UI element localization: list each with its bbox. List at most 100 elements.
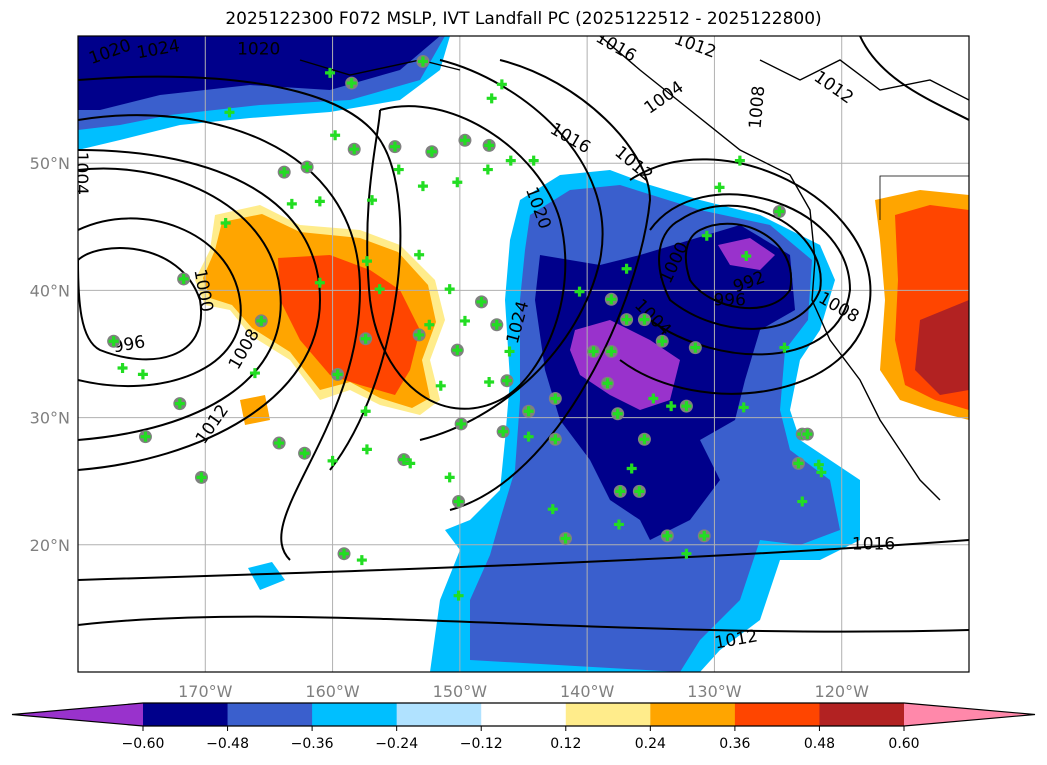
colorbar-segment [650,703,736,726]
colorbar-segment [565,703,651,726]
landfall-plus-marker [504,346,515,357]
landfall-plus-marker [802,429,813,440]
landfall-plus-marker [302,162,313,173]
colorbar-label: 0.60 [888,736,919,752]
landfall-plus-marker [505,155,516,166]
landfall-plus-marker [349,144,360,155]
landfall-plus-marker [816,467,827,478]
contour-label: 1004 [641,77,688,118]
landfall-plus-marker [681,548,692,559]
landfall-plus-marker [108,336,119,347]
landfall-plus-marker [426,146,437,157]
landfall-plus-marker [435,380,446,391]
landfall-plus-marker [453,496,464,507]
landfall-plus-marker [699,530,710,541]
landfall-plus-marker [681,401,692,412]
landfall-plus-marker [325,67,336,78]
landfall-plus-marker [588,346,599,357]
landfall-plus-marker [314,196,325,207]
landfall-plus-marker [398,454,409,465]
landfall-plus-marker [560,533,571,544]
landfall-plus-marker [662,530,673,541]
landfall-plus-marker [220,217,231,228]
lat-tick-label: 20°N [30,536,70,555]
landfall-plus-marker [330,130,341,141]
landfall-plus-marker [690,342,701,353]
ivt-fill-layer [78,36,969,672]
colorbar-label: −0.36 [291,736,334,752]
landfall-plus-marker [621,263,632,274]
colorbar-label: 0.24 [635,736,666,752]
landfall-plus-marker [256,315,267,326]
contour-label: 1008 [225,326,264,373]
landfall-plus-marker [417,181,428,192]
landfall-plus-marker [453,590,464,601]
contour-label: 1012 [810,67,857,108]
landfall-plus-marker [621,314,632,325]
landfall-plus-marker [444,472,455,483]
coastlines [299,36,969,501]
landfall-plus-marker [615,486,626,497]
colorbar-label: −0.48 [206,736,249,752]
landfall-plus-marker [339,548,350,559]
landfall-plus-marker [452,345,463,356]
landfall-plus-marker [648,393,659,404]
colorbar-segment [312,703,398,726]
landfall-plus-marker [332,369,343,380]
contour-label: 1004 [71,152,91,195]
landfall-plus-marker [550,393,561,404]
colorbar-label: 0.48 [804,736,835,752]
landfall-plus-marker [361,444,372,455]
landfall-plus-marker [346,78,357,89]
lon-tick-label: 140°W [560,682,615,701]
colorbar-segment [481,703,567,726]
landfall-plus-marker [639,434,650,445]
contour-label: 1012 [671,29,718,63]
landfall-plus-marker [496,79,507,90]
landfall-plus-marker [327,455,338,466]
landfall-plus-marker [356,555,367,566]
landfall-plus-marker [639,314,650,325]
landfall-plus-marker [774,206,785,217]
landfall-plus-marker [523,431,534,442]
landfall-plus-marker [393,164,404,175]
landfall-plus-marker [452,177,463,188]
colorbar-segment [227,703,313,726]
landfall-plus-marker [196,472,207,483]
colorbar-label: −0.24 [375,736,418,752]
landfall-plus-marker [574,286,585,297]
landfall-plus-marker [613,519,624,530]
landfall-plus-marker [459,135,470,146]
colorbar-extend-low [12,703,143,726]
landfall-plus-marker [528,155,539,166]
landfall-plus-marker [486,93,497,104]
colorbar-extend-high [904,703,1035,726]
landfall-plus-marker [361,256,372,267]
landfall-plus-marker [405,458,416,469]
landfall-plus-marker [547,504,558,515]
colorbar-segment [396,703,482,726]
landfall-plus-marker [314,277,325,288]
landfall-plus-marker [140,431,151,442]
colorbar-label: −0.60 [122,736,165,752]
landfall-plus-marker [299,448,310,459]
landfall-plus-marker [738,402,749,413]
landfall-plus-marker [484,140,495,151]
landfall-plus-marker [813,459,824,470]
colorbar-label: −0.12 [460,736,503,752]
colorbar-label: 0.12 [550,736,581,752]
landfall-plus-marker [367,195,378,206]
lon-tick-label: 170°W [178,682,233,701]
landfall-points [107,54,827,601]
lat-tick-label: 40°N [30,281,70,300]
map-frame [77,35,970,673]
landfall-plus-marker [444,284,455,295]
lon-tick-label: 120°W [815,682,870,701]
contour-label: 1016 [852,535,895,555]
landfall-plus-marker [360,406,371,417]
landfall-plus-marker [374,284,385,295]
lon-tick-label: 160°W [305,682,360,701]
landfall-plus-marker [476,296,487,307]
landfall-plus-marker [797,496,808,507]
